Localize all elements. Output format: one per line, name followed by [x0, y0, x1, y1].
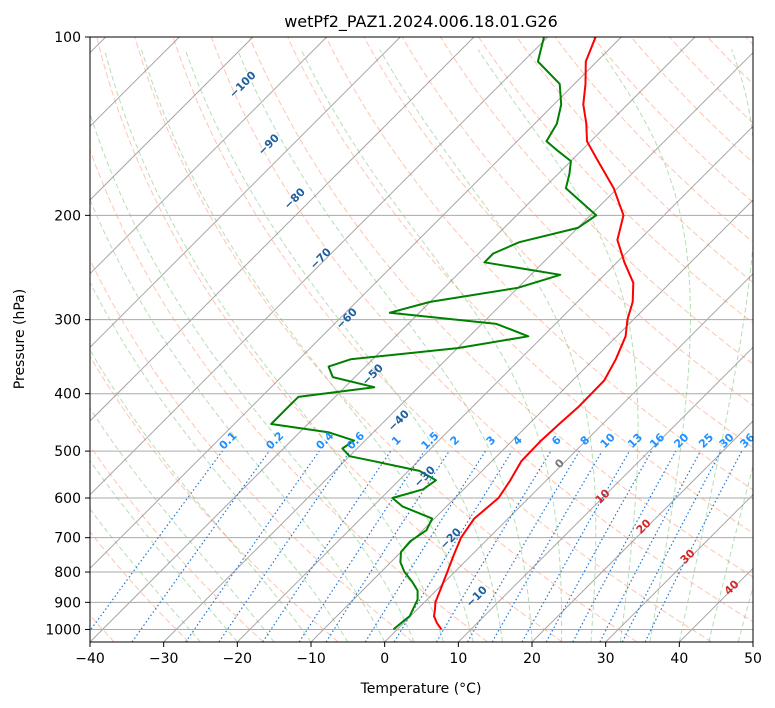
- isotherm-line: [90, 37, 475, 422]
- temperature-line: [433, 37, 635, 630]
- mixing-ratio-line: [325, 450, 450, 642]
- y-tick-label: 500: [54, 444, 81, 460]
- series-lines: [270, 37, 635, 631]
- y-axis-label: Pressure (hPa): [12, 289, 28, 389]
- dry-adiabat-line: [134, 37, 638, 642]
- moist-adiabat-line: [737, 585, 753, 642]
- isotherm-line: [531, 420, 753, 642]
- y-tick-label: 400: [54, 387, 81, 403]
- x-tick-label: 50: [744, 651, 762, 667]
- plot-frame: [89, 36, 754, 643]
- moist-adiabat-line: [300, 49, 563, 642]
- moist-adiabat-line: [708, 464, 753, 642]
- x-tick-label: 30: [597, 651, 615, 667]
- dry-adiabat-line: [90, 148, 488, 642]
- mixing-ratio-line: [521, 450, 631, 642]
- dry-adiabat-line: [630, 37, 753, 164]
- dry-adiabat-line: [325, 37, 753, 491]
- moist-adiabat-line: [90, 111, 415, 642]
- y-tick-label: 300: [54, 313, 81, 329]
- y-tick-label: 200: [54, 208, 81, 224]
- isotherms: [90, 37, 753, 642]
- isotherm-line: [384, 272, 753, 642]
- x-tick-label: 10: [449, 651, 467, 667]
- dry-adiabat-line: [439, 37, 753, 365]
- isotherm-line: [236, 125, 753, 642]
- mixing-ratio-line: [644, 450, 743, 642]
- dry-adiabat-line: [249, 37, 753, 578]
- y-tick-label: 900: [54, 595, 81, 611]
- dewpoint-line: [270, 37, 598, 631]
- dry-adiabat-line: [516, 37, 753, 284]
- moist-adiabat-line: [141, 49, 474, 642]
- isotherm-line: [90, 37, 401, 349]
- isotherm-line: [90, 37, 254, 201]
- isotherm-line: [90, 37, 622, 570]
- dry-adiabat-line: [96, 37, 563, 642]
- isotherm-line: [163, 51, 753, 642]
- moist-adiabat-line: [599, 49, 691, 642]
- y-tick-label: 1000: [45, 622, 81, 638]
- moist-adiabat-line: [379, 49, 597, 642]
- dry-adiabat-line: [90, 258, 414, 642]
- mixing-ratio-line: [262, 450, 392, 642]
- dry-adiabat-line: [478, 37, 753, 324]
- mixing-ratio-line: [185, 450, 320, 642]
- dry-adiabat-line: [363, 37, 753, 448]
- isotherm-line: [90, 37, 696, 642]
- dry-adiabat-line: [554, 37, 753, 243]
- mixing-ratio-line: [572, 450, 677, 642]
- x-tick-label: −40: [75, 651, 105, 667]
- isotherm-line: [90, 37, 328, 275]
- dry-adiabat-line: [401, 37, 753, 407]
- isobar-gridlines: [90, 37, 753, 630]
- moist-adiabat-line: [678, 49, 753, 642]
- moist-adiabat-line: [90, 198, 386, 642]
- mixing-ratio-line: [131, 450, 270, 642]
- y-tick-label: 600: [54, 491, 81, 507]
- dry-adiabats: [90, 37, 753, 642]
- mixing-ratio-line: [545, 450, 653, 642]
- chart-title: wetPf2_PAZ1.2024.006.18.01.G26: [284, 12, 558, 32]
- moist-adiabat-line: [103, 49, 445, 642]
- y-axis-ticks: 100 200 300 400 500 600 700 800 900 1000: [45, 30, 90, 638]
- moist-adiabat-line: [477, 49, 639, 642]
- mixing-ratio-line: [90, 450, 223, 632]
- mixing-ratio-lines: [90, 450, 743, 642]
- mixing-ratio-line: [298, 450, 425, 642]
- dry-adiabat-line: [210, 37, 753, 623]
- mixing-ratio-line: [393, 450, 513, 642]
- isotherm-line: [605, 493, 753, 642]
- moist-adiabat-line: [184, 49, 503, 642]
- x-tick-label: 0: [380, 651, 389, 667]
- x-axis-ticks: −40 −30 −20 −10 0 10 20 30 40 50: [75, 642, 762, 667]
- isotherm-line: [457, 346, 753, 642]
- dry-adiabat-line: [90, 355, 339, 642]
- y-tick-label: 800: [54, 565, 81, 581]
- x-tick-label: −20: [223, 651, 253, 667]
- dry-adiabat-line: [592, 37, 753, 204]
- isotherm-line: [90, 37, 549, 496]
- dry-adiabat-line: [90, 530, 190, 642]
- x-axis-label: Temperature (°C): [360, 681, 482, 697]
- y-tick-label: 700: [54, 531, 81, 547]
- x-tick-label: 40: [670, 651, 688, 667]
- mixing-ratio-line: [218, 450, 351, 642]
- x-tick-label: 20: [523, 651, 541, 667]
- moist-adiabat-line: [90, 281, 349, 642]
- y-tick-label: 100: [54, 30, 81, 46]
- x-tick-label: −10: [296, 651, 326, 667]
- x-tick-label: −30: [149, 651, 179, 667]
